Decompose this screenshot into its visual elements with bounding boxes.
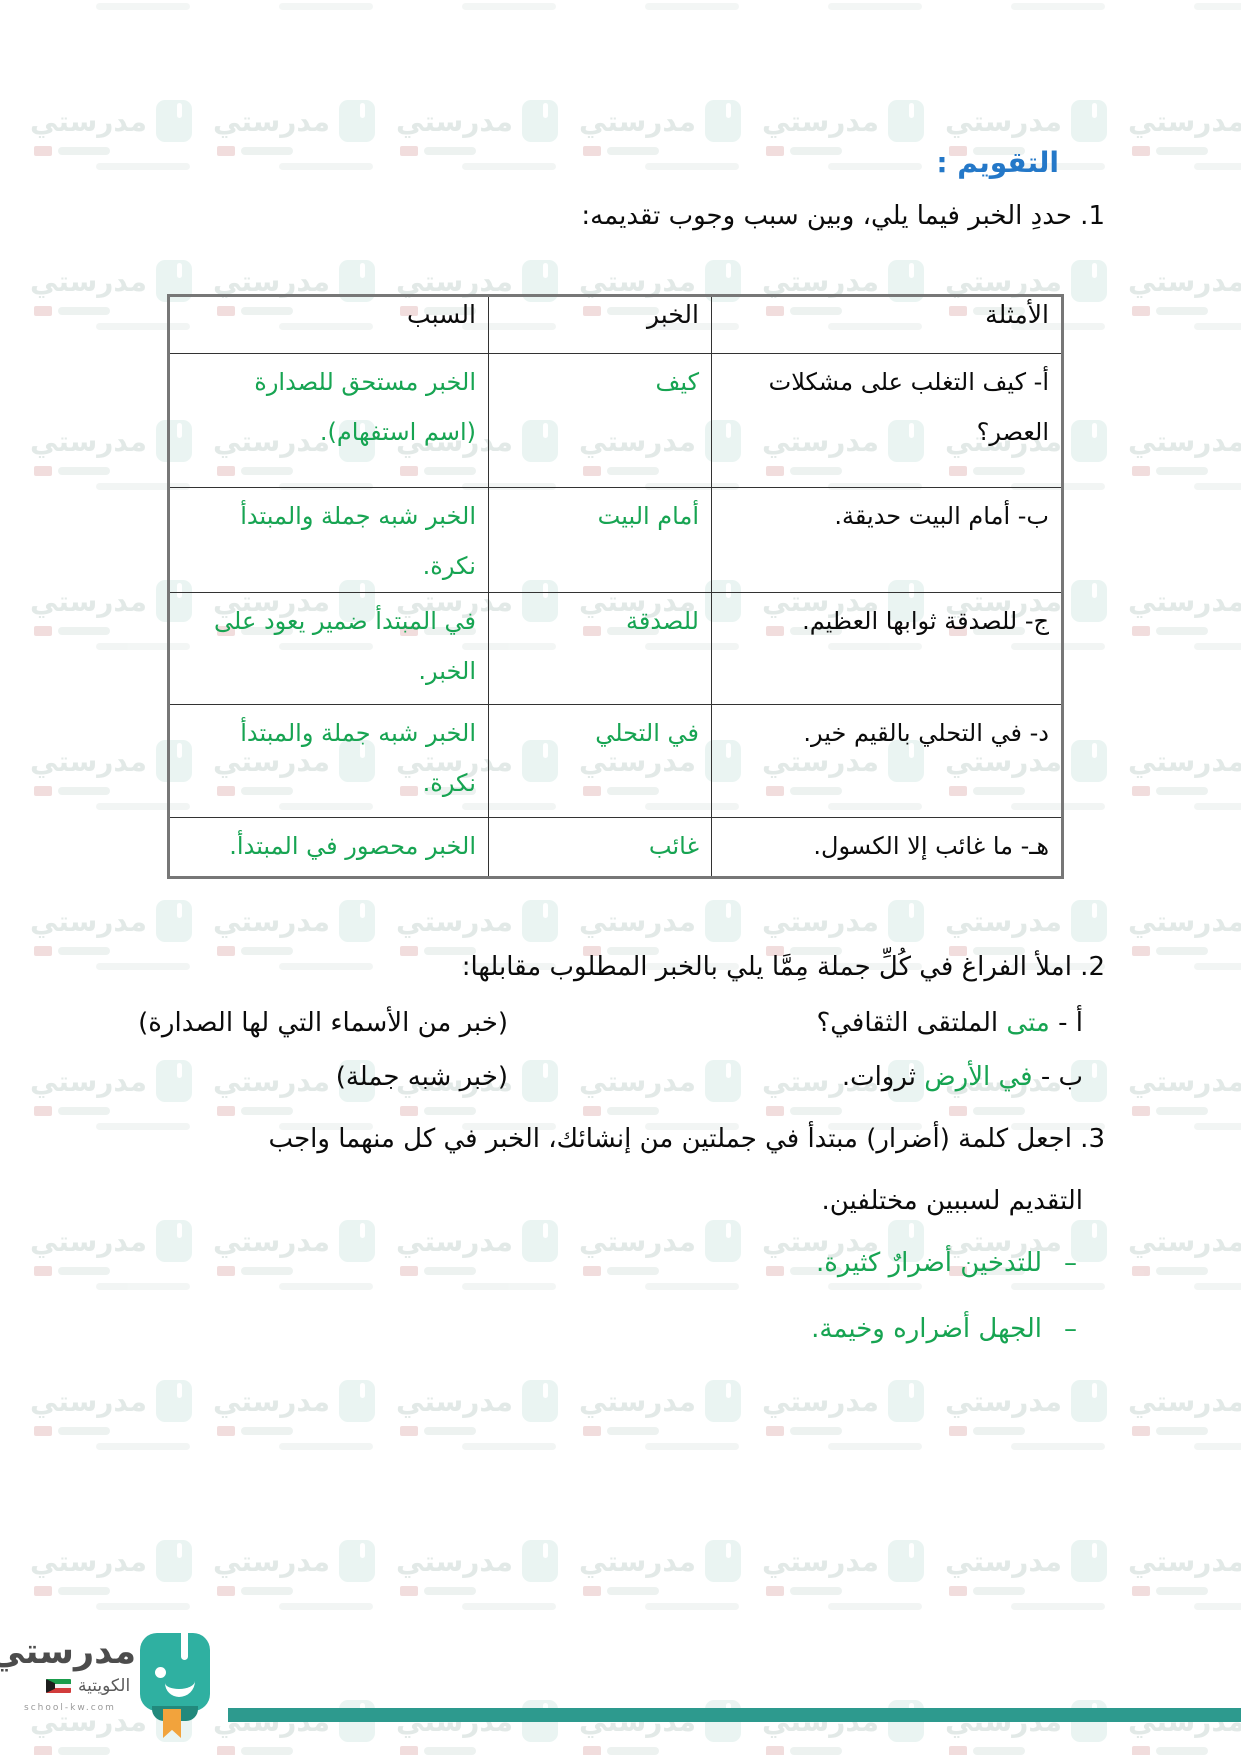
example-line: أ- كيف التغلب على مشكلات: [768, 368, 1049, 396]
footer-accent-bar: [228, 1708, 1241, 1722]
example-line: ج- للصدقة ثوابها العظيم.: [802, 607, 1049, 635]
item-label: ب -: [1032, 1062, 1083, 1092]
item-answer: في الأرض: [924, 1062, 1033, 1092]
question2-heading: 2. املأ الفراغ في كُلِّ جملة مِمَّا يلي …: [461, 952, 1105, 982]
q1-table: الأمثلة الخبر السبب أ- كيف التغلب على مش…: [167, 294, 1064, 879]
example-cell: ب- أمام البيت حديقة.: [711, 487, 1063, 593]
column-header-examples: الأمثلة: [711, 295, 1063, 354]
reason-cell: الخبر شبه جملة والمبتدأ نكرة.: [168, 487, 489, 593]
example-line: العصر؟: [976, 418, 1049, 446]
reason-line: في المبتدأ ضمير يعود على: [214, 607, 476, 635]
column-header-reason: السبب: [168, 295, 489, 354]
logo-eye-dot: [155, 1667, 166, 1678]
khabar-cell: غائب: [488, 817, 712, 878]
reason-line: الخبر.: [418, 657, 476, 685]
item-rest: ثروات.: [841, 1062, 925, 1092]
q2-item: أ - متى الملتقى الثقافي؟ (خبر من الأسماء…: [138, 1008, 1083, 1038]
reason-cell: الخبر شبه جملة والمبتدأ نكرة.: [168, 704, 489, 818]
q3-answer-item: – الجهل أضراره وخيمة.: [811, 1314, 1077, 1344]
khabar-cell: أمام البيت: [488, 487, 712, 593]
example-cell: هـ- ما غائب إلا الكسول.: [711, 817, 1063, 878]
reason-cell: في المبتدأ ضمير يعود على الخبر.: [168, 592, 489, 705]
khabar-value: غائب: [648, 832, 699, 860]
table-row: هـ- ما غائب إلا الكسول. غائب الخبر محصور…: [168, 817, 1063, 878]
question1-heading: 1. حددِ الخبر فيما يلي، وبين سبب وجوب تق…: [581, 201, 1105, 231]
question3-heading-line1: 3. اجعل كلمة (أضرار) مبتدأ في جملتين من …: [268, 1124, 1105, 1154]
q3-answer-text: للتدخين أضرارٌ كثيرة.: [816, 1248, 1042, 1278]
q2-item: ب - في الأرض ثروات. (خبر شبه جملة): [158, 1062, 1083, 1092]
q3-answer-text: الجهل أضراره وخيمة.: [811, 1314, 1042, 1344]
table-row: ب- أمام البيت حديقة. أمام البيت الخبر شب…: [168, 487, 1063, 593]
example-cell: د- في التحلي بالقيم خير.: [711, 704, 1063, 818]
item-answer: متى: [1006, 1008, 1050, 1038]
example-line: د- في التحلي بالقيم خير.: [803, 719, 1049, 747]
brand-logo-icon: [140, 1633, 210, 1711]
brand-subtitle: الكويتية: [78, 1676, 131, 1696]
table-row: أ- كيف التغلب على مشكلات العصر؟ كيف الخب…: [168, 353, 1063, 488]
q3-answer-item: – للتدخين أضرارٌ كثيرة.: [816, 1248, 1077, 1278]
brand-sub-row: الكويتية: [46, 1676, 130, 1696]
q2-sentence: أ - متى الملتقى الثقافي؟: [816, 1008, 1083, 1038]
reason-line: (اسم استفهام).: [319, 418, 476, 446]
kuwait-flag-icon: [46, 1679, 71, 1693]
khabar-value: في التحلي: [595, 719, 699, 747]
khabar-cell: في التحلي: [488, 704, 712, 818]
item-hint: (خبر من الأسماء التي لها الصدارة): [138, 1008, 508, 1038]
reason-line: نكرة.: [422, 769, 476, 797]
item-rest: الملتقى الثقافي؟: [816, 1008, 1007, 1038]
reason-line: الخبر محصور في المبتدأ.: [229, 832, 476, 860]
reason-cell: الخبر مستحق للصدارة (اسم استفهام).: [168, 353, 489, 488]
example-line: ب- أمام البيت حديقة.: [834, 502, 1049, 530]
reason-line: الخبر شبه جملة والمبتدأ: [240, 502, 476, 530]
logo-smile-shape: [165, 1663, 195, 1697]
bullet-dash: –: [1064, 1248, 1077, 1278]
bullet-dash: –: [1064, 1314, 1077, 1344]
example-line: هـ- ما غائب إلا الكسول.: [813, 832, 1049, 860]
q2-sentence: ب - في الأرض ثروات.: [842, 1062, 1083, 1092]
example-cell: ج- للصدقة ثوابها العظيم.: [711, 592, 1063, 705]
reason-cell: الخبر محصور في المبتدأ.: [168, 817, 489, 878]
reason-line: الخبر مستحق للصدارة: [254, 368, 476, 396]
table-header-row: الأمثلة الخبر السبب: [168, 295, 1063, 354]
reason-line: الخبر شبه جملة والمبتدأ: [240, 719, 476, 747]
khabar-cell: كيف: [488, 353, 712, 488]
question3-heading-line2: التقديم لسببين مختلفين.: [821, 1186, 1083, 1216]
khabar-value: للصدقة: [625, 607, 699, 635]
khabar-value: كيف: [655, 368, 699, 396]
brand-name: مدرستي: [0, 1632, 136, 1672]
brand-website: school-kw.com: [24, 1703, 116, 1713]
table-row: ج- للصدقة ثوابها العظيم. للصدقة في المبت…: [168, 592, 1063, 705]
khabar-value: أمام البيت: [597, 502, 699, 530]
khabar-cell: للصدقة: [488, 592, 712, 705]
table-row: د- في التحلي بالقيم خير. في التحلي الخبر…: [168, 704, 1063, 818]
example-cell: أ- كيف التغلب على مشكلات العصر؟: [711, 353, 1063, 488]
item-label: أ -: [1049, 1008, 1083, 1038]
column-header-khabar: الخبر: [488, 295, 712, 354]
reason-line: نكرة.: [422, 552, 476, 580]
bookmark-ribbon-icon: [163, 1709, 181, 1738]
bookmark-slot-shape: [181, 1633, 188, 1660]
page-title: التقويم :: [936, 146, 1059, 179]
item-hint: (خبر شبه جملة): [335, 1062, 508, 1092]
